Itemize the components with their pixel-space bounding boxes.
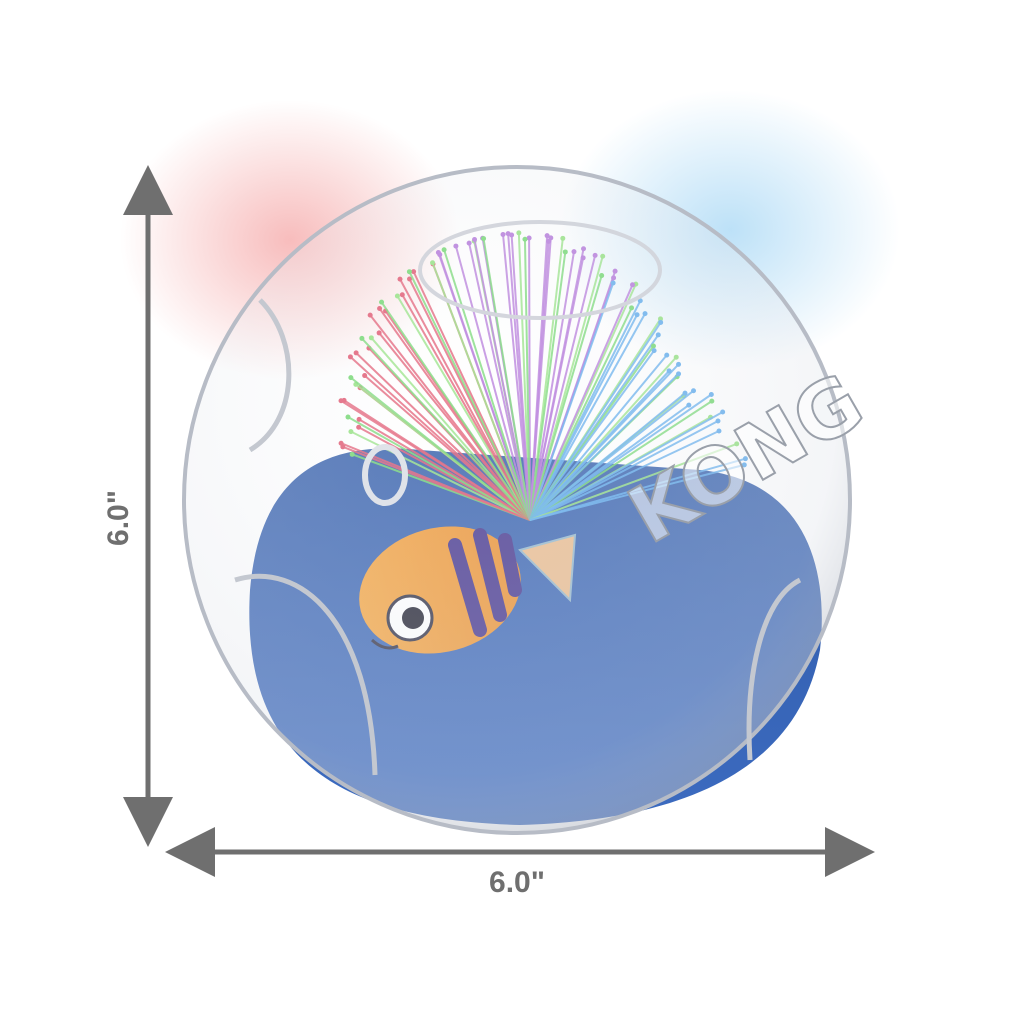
- ball-opening: [248, 298, 292, 453]
- ball-opening: [234, 573, 378, 776]
- width-label: 6.0": [489, 866, 545, 899]
- height-label: 6.0": [102, 490, 135, 546]
- ball-opening: [746, 577, 802, 761]
